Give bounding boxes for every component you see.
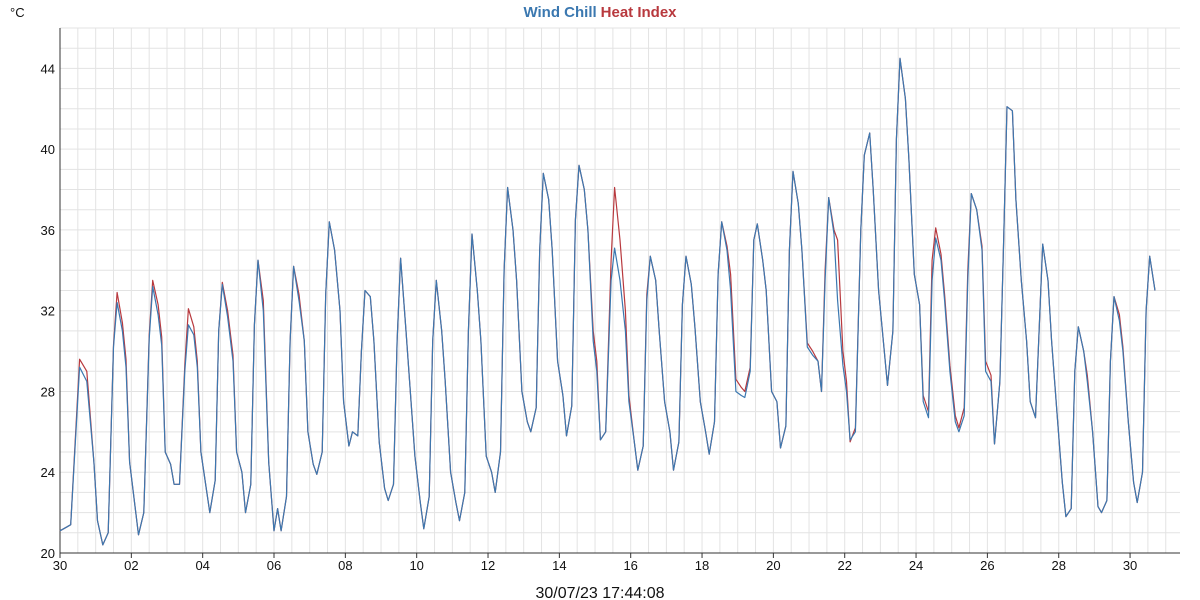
- wind-chill-line: [59, 57, 1156, 546]
- x-tick-label: 12: [481, 558, 495, 573]
- y-tick-labels: 20 24 28 32 36 40 44: [41, 61, 55, 561]
- x-tick-label: 28: [1051, 558, 1065, 573]
- y-tick-label: 36: [41, 223, 55, 238]
- chart-title: Wind Chill Heat Index: [523, 4, 677, 21]
- y-tick-label: 24: [41, 465, 55, 480]
- x-tick-label: 18: [695, 558, 709, 573]
- x-tick-label: 30: [1123, 558, 1137, 573]
- x-axis-label: 30/07/23 17:44:08: [535, 585, 664, 600]
- y-tick-label: 40: [41, 142, 55, 157]
- grid-lines: [60, 27, 1180, 553]
- x-tick-label: 04: [195, 558, 209, 573]
- x-tick-label: 24: [909, 558, 923, 573]
- x-tick-label: 22: [837, 558, 851, 573]
- y-tick-label: 28: [41, 384, 55, 399]
- title-wind-chill: Wind Chill: [523, 4, 596, 21]
- x-tick-label: 26: [980, 558, 994, 573]
- x-tick-label: 20: [766, 558, 780, 573]
- y-tick-label: 44: [41, 61, 55, 76]
- y-tick-label: 32: [41, 304, 55, 319]
- title-heat-index: Heat Index: [601, 4, 678, 21]
- axes: [59, 28, 1180, 558]
- unit-label: °C: [10, 5, 25, 20]
- series-lines: [59, 57, 1156, 546]
- x-tick-label: 02: [124, 558, 138, 573]
- x-tick-label: 16: [623, 558, 637, 573]
- x-tick-label: 14: [552, 558, 566, 573]
- y-tick-label: 20: [41, 546, 55, 561]
- x-tick-label: 10: [409, 558, 423, 573]
- x-tick-label: 30: [53, 558, 67, 573]
- x-tick-label: 08: [338, 558, 352, 573]
- x-tick-labels: 30 02 04 06 08 10 12 14 16 18 20 22 24 26 28 30: [53, 558, 1138, 573]
- x-tick-label: 06: [267, 558, 281, 573]
